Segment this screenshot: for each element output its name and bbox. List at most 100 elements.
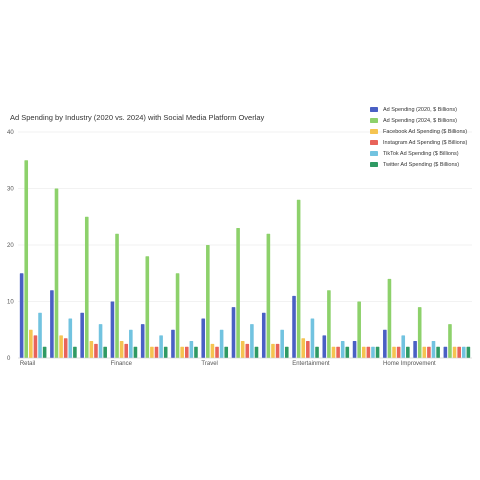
bar [210, 343, 215, 358]
bar [140, 324, 145, 358]
bar [38, 312, 42, 358]
bar [387, 278, 392, 358]
bar [254, 346, 259, 358]
bar [175, 273, 180, 358]
bar [271, 343, 275, 358]
bar [352, 341, 357, 358]
bar [119, 341, 124, 358]
bar [159, 335, 163, 358]
bar [280, 329, 284, 358]
bar [396, 346, 401, 358]
bar [73, 346, 77, 358]
legend-label: Instagram Ad Spending ($ Billions) [383, 140, 468, 146]
bar [315, 346, 319, 358]
bar [180, 346, 184, 358]
bar [84, 216, 89, 358]
bar [98, 324, 103, 358]
bar [275, 343, 280, 358]
bar [54, 188, 59, 358]
bar [443, 346, 448, 358]
bar [133, 346, 138, 358]
bar [448, 324, 452, 358]
legend-swatch [370, 151, 378, 156]
bar [427, 346, 431, 358]
bar [340, 341, 345, 358]
bar [406, 346, 410, 358]
bar [466, 346, 471, 358]
legend-label: Facebook Ad Spending ($ Billions) [383, 129, 467, 135]
bar [417, 307, 422, 358]
legend-swatch [370, 118, 378, 123]
bar [357, 301, 361, 358]
x-tick-label: Entertainment [292, 361, 330, 367]
y-tick-label: 0 [7, 356, 11, 362]
bar [103, 346, 107, 358]
bar [431, 341, 436, 358]
bar [413, 341, 417, 358]
bar [80, 312, 84, 358]
bar [261, 312, 266, 358]
legend-swatch [370, 140, 378, 145]
bar [42, 346, 47, 358]
bar [19, 273, 24, 358]
bar [154, 346, 159, 358]
bar [24, 160, 29, 358]
bar [89, 341, 94, 358]
bar [171, 329, 175, 358]
bar [189, 341, 194, 358]
bar [215, 346, 219, 358]
legend-swatch [370, 129, 378, 134]
bar [375, 346, 380, 358]
bar [240, 341, 245, 358]
x-tick-label: Home Improvement [383, 361, 436, 367]
bar [461, 346, 466, 358]
bar [29, 329, 33, 358]
bar [231, 307, 236, 358]
x-tick-label: Travel [201, 361, 217, 367]
legend-swatch [370, 162, 378, 167]
x-tick-label: Finance [111, 361, 133, 367]
bar [224, 346, 229, 358]
bar [50, 290, 54, 358]
bar [245, 343, 250, 358]
bar [436, 346, 440, 358]
bar [250, 324, 254, 358]
y-tick-label: 40 [7, 130, 14, 136]
bar [452, 346, 457, 358]
bar [301, 338, 306, 358]
bar [219, 329, 224, 358]
y-tick-label: 10 [7, 300, 14, 306]
bar [284, 346, 289, 358]
bar [63, 338, 68, 358]
bar [422, 346, 427, 358]
legend-label: Ad Spending (2024, $ Billions) [383, 118, 457, 124]
bar [236, 228, 240, 358]
legend-label: TikTok Ad Spending ($ Billions) [383, 151, 459, 157]
bar [150, 346, 154, 358]
y-axis: 0 10 20 30 40 [7, 130, 14, 362]
bar [292, 295, 296, 358]
bar [366, 346, 371, 358]
bar [33, 335, 38, 358]
bar [383, 329, 387, 358]
bar [266, 233, 271, 358]
bar [124, 343, 129, 358]
bars-layer [19, 160, 471, 358]
bar [194, 346, 198, 358]
legend-label: Twitter Ad Spending ($ Billions) [383, 162, 459, 168]
bar [392, 346, 396, 358]
bar [94, 343, 98, 358]
bar [110, 301, 115, 358]
bar [322, 335, 327, 358]
chart-title: Ad Spending by Industry (2020 vs. 2024) … [10, 113, 265, 122]
bar [206, 245, 210, 358]
bar [457, 346, 461, 358]
bar [201, 318, 206, 358]
bar [327, 290, 331, 358]
bar [345, 346, 350, 358]
bar [336, 346, 340, 358]
legend: Ad Spending (2020, $ Billions) Ad Spendin… [370, 107, 468, 168]
bar [59, 335, 63, 358]
